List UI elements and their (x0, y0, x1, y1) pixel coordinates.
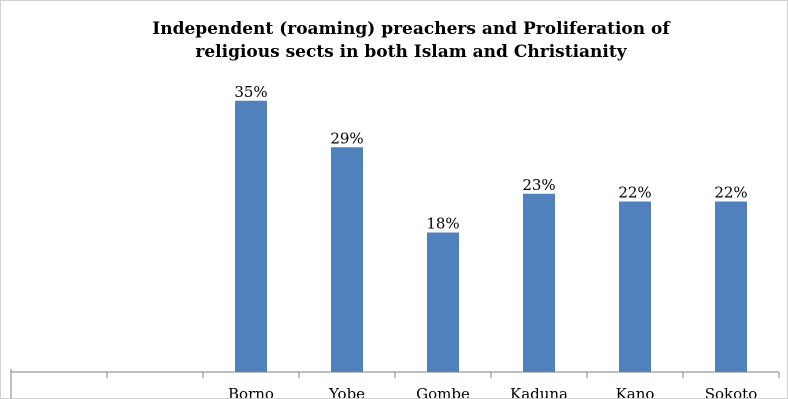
chart-title-line-1: Independent (roaming) preachers and Prol… (152, 19, 670, 39)
data-label-borno: 35% (234, 83, 267, 101)
data-label-kaduna: 23% (522, 176, 555, 194)
x-tick-label-kano: Kano (616, 385, 655, 398)
x-tick-label-borno: Borno (228, 385, 274, 398)
data-label-gombe: 18% (426, 215, 459, 233)
bar-sokoto (715, 201, 747, 372)
bar-borno (235, 100, 267, 372)
x-tick-label-kaduna: Kaduna (510, 385, 568, 398)
chart-title-line-2: religious sects in both Islam and Christ… (195, 42, 627, 62)
x-tick-label-yobe: Yobe (328, 385, 365, 398)
x-tick-label-gombe: Gombe (416, 385, 470, 398)
bar-yobe (331, 147, 363, 372)
data-label-kano: 22% (618, 184, 651, 202)
data-label-yobe: 29% (330, 129, 363, 147)
bar-gombe (427, 232, 459, 372)
data-label-sokoto: 22% (714, 184, 747, 202)
bar-kaduna (523, 193, 555, 372)
bar-kano (619, 201, 651, 372)
x-tick-label-sokoto: Sokoto (705, 385, 758, 398)
